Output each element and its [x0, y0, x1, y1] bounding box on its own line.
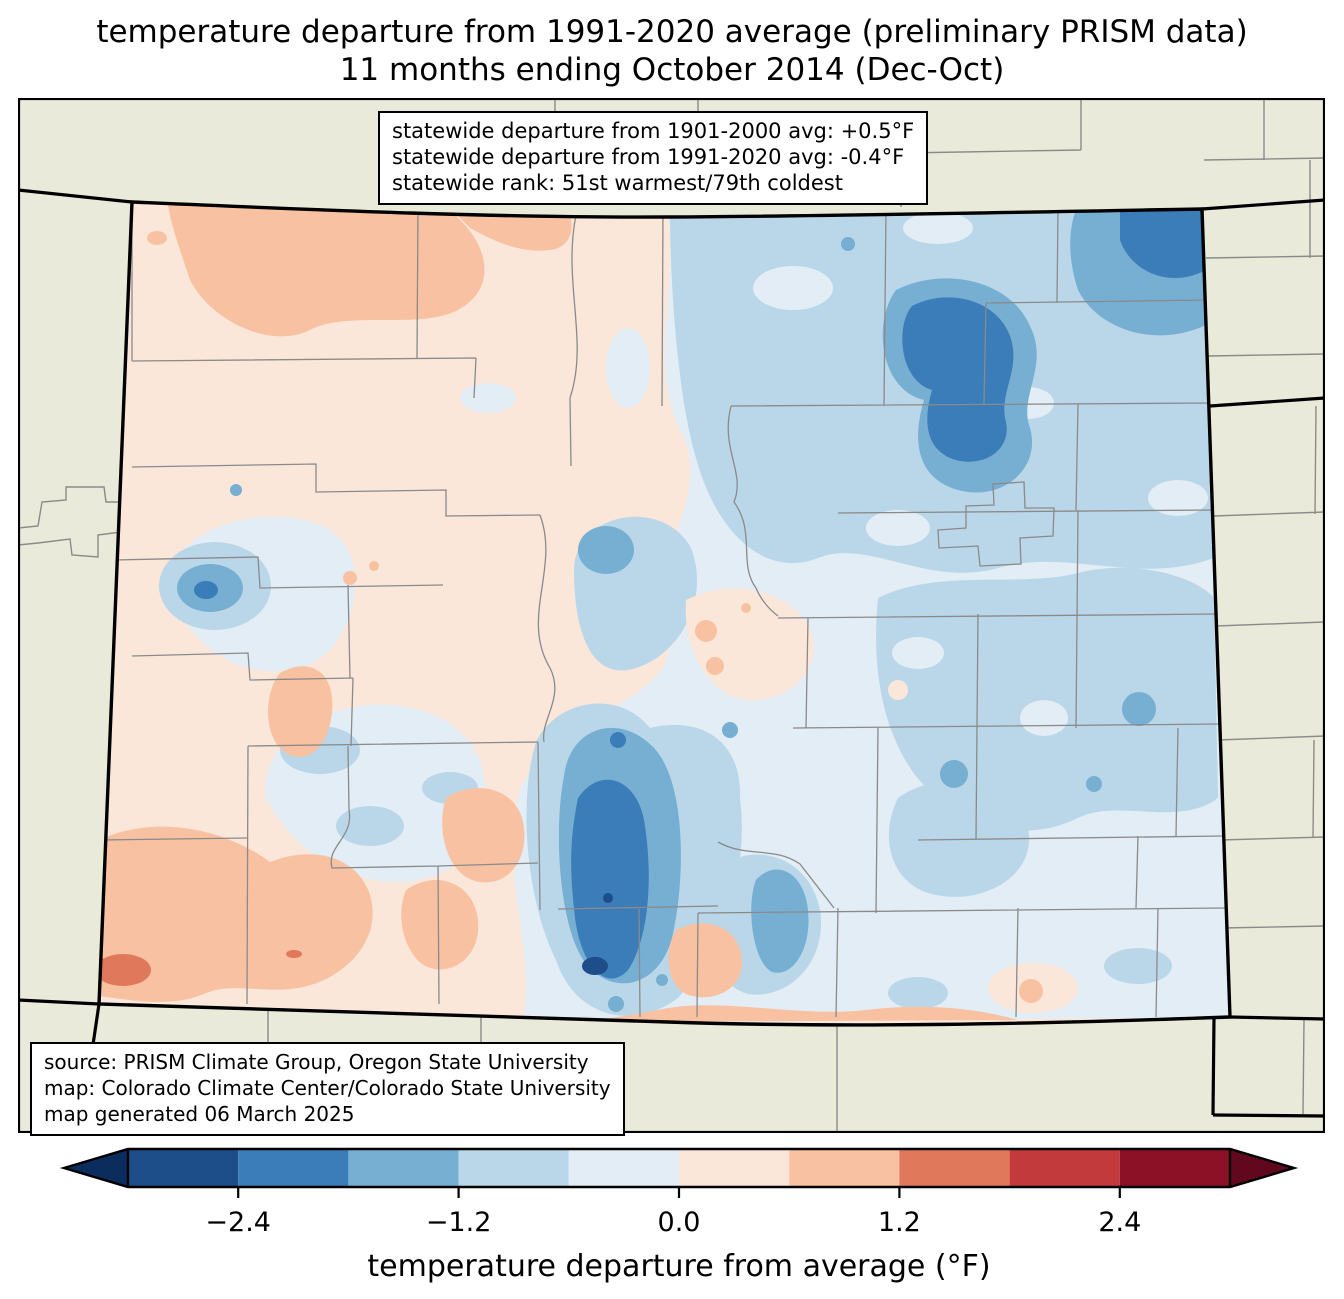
- colorbar-segment-8: [1009, 1149, 1120, 1187]
- contour-bin1: [582, 893, 613, 975]
- colorbar-tick-label-1.2: 1.2: [878, 1207, 921, 1238]
- contour-bin8: [99, 950, 302, 986]
- map-title-line2: 11 months ending October 2014 (Dec-Oct): [339, 52, 1005, 88]
- colorbar-axis-label: temperature departure from average (°F): [367, 1249, 990, 1284]
- colorbar-tick-label-2.4: 2.4: [1098, 1207, 1141, 1238]
- colorbar-segment-6: [789, 1149, 900, 1187]
- map-canvas: [18, 98, 1325, 1133]
- colorbar-over-arrow: [1230, 1149, 1294, 1187]
- colorbar-svg: −2.4 −1.2 0.0 1.2 2.4 temperature depart…: [59, 1147, 1299, 1284]
- stats-line-rank: statewide rank: 51st warmest/79th coldes…: [392, 171, 843, 195]
- colorbar-tick-label-0.0: 0.0: [658, 1207, 701, 1238]
- generated-date-line: map generated 06 March 2025: [44, 1102, 355, 1126]
- source-line: source: PRISM Climate Group, Oregon Stat…: [44, 1050, 589, 1074]
- contour-fills: [99, 202, 1230, 1025]
- colorbar-segment-9: [1119, 1149, 1230, 1187]
- colorbar-outline: [59, 1147, 1299, 1189]
- colorbar-tick-label-neg1.2: −1.2: [426, 1207, 492, 1238]
- colorbar: −2.4 −1.2 0.0 1.2 2.4 temperature depart…: [0, 1139, 1344, 1299]
- colorbar-segment-5: [679, 1149, 790, 1187]
- contour-bin5-over: [753, 212, 1208, 736]
- colorbar-tick-marks: [237, 1187, 1121, 1198]
- colorado-state-outline: [97, 200, 1232, 1027]
- colorbar-segments: [128, 1149, 1230, 1187]
- stats-line-1901-2000: statewide departure from 1901-2000 avg: …: [392, 119, 915, 143]
- plot-frame: [18, 98, 1325, 1133]
- colorado-map-svg: [18, 98, 1325, 1133]
- colorbar-segment-2: [348, 1149, 459, 1187]
- colorbar-segment-4: [568, 1149, 679, 1187]
- colorbar-under-arrow: [64, 1149, 128, 1187]
- source-attribution-box: source: PRISM Climate Group, Oregon Stat…: [30, 1042, 625, 1136]
- contour-bin7: [99, 202, 1043, 1022]
- statewide-stats-box: statewide departure from 1901-2000 avg: …: [378, 111, 929, 205]
- map-title-line1: temperature departure from 1991-2020 ave…: [96, 14, 1248, 50]
- colorbar-segment-1: [238, 1149, 349, 1187]
- stats-line-1991-2020: statewide departure from 1991-2020 avg: …: [392, 145, 905, 169]
- colorbar-tick-label-neg2.4: −2.4: [205, 1207, 271, 1238]
- colorado-county-lines: [99, 202, 1227, 1018]
- map-credit-line: map: Colorado Climate Center/Colorado St…: [44, 1076, 611, 1100]
- colorbar-segment-7: [899, 1149, 1010, 1187]
- colorbar-segment-3: [458, 1149, 569, 1187]
- colorbar-segment-0: [128, 1149, 239, 1187]
